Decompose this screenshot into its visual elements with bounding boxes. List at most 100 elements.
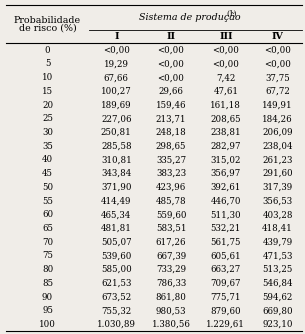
Text: 213,71: 213,71 [156,114,186,123]
Text: 149,91: 149,91 [262,101,293,110]
Text: 505,07: 505,07 [101,238,132,247]
Text: 227,06: 227,06 [101,114,131,123]
Text: 47,61: 47,61 [213,87,238,96]
Text: Sistema de produção: Sistema de produção [138,13,240,22]
Text: II: II [167,32,176,41]
Text: 30: 30 [42,128,53,137]
Text: 1.229,61: 1.229,61 [206,320,245,329]
Text: 298,65: 298,65 [156,142,186,151]
Text: 184,26: 184,26 [262,114,293,123]
Text: (1): (1) [227,10,237,18]
Text: 50: 50 [42,183,53,192]
Text: 291,60: 291,60 [262,169,293,178]
Text: 733,29: 733,29 [156,265,186,274]
Text: 371,90: 371,90 [101,183,131,192]
Text: <0,00: <0,00 [212,59,239,68]
Text: 775,71: 775,71 [210,293,241,302]
Text: 786,33: 786,33 [156,279,186,288]
Text: 513,25: 513,25 [262,265,293,274]
Text: IV: IV [272,32,283,41]
Text: 585,00: 585,00 [101,265,132,274]
Text: 35: 35 [42,142,53,151]
Text: <0,00: <0,00 [158,59,185,68]
Text: 310,81: 310,81 [101,155,132,164]
Text: 335,27: 335,27 [156,155,186,164]
Text: 861,80: 861,80 [156,293,186,302]
Text: 7,42: 7,42 [216,73,235,82]
Text: 709,67: 709,67 [210,279,241,288]
Text: 439,79: 439,79 [262,238,293,247]
Text: 539,60: 539,60 [101,252,131,261]
Text: 80: 80 [42,265,53,274]
Text: 75: 75 [42,252,53,261]
Text: 673,52: 673,52 [101,293,131,302]
Text: 669,80: 669,80 [262,306,293,315]
Text: 45: 45 [42,169,53,178]
Text: 605,61: 605,61 [210,252,241,261]
Text: 189,69: 189,69 [101,101,132,110]
Text: 10: 10 [42,73,53,82]
Text: 238,81: 238,81 [210,128,241,137]
Text: 356,97: 356,97 [211,169,241,178]
Text: 282,97: 282,97 [210,142,241,151]
Text: 5: 5 [45,59,50,68]
Text: Probabilidade: Probabilidade [14,16,81,25]
Text: 261,23: 261,23 [262,155,293,164]
Text: <0,00: <0,00 [158,46,185,55]
Text: 485,78: 485,78 [156,197,186,206]
Text: 561,75: 561,75 [210,238,241,247]
Text: 343,84: 343,84 [101,169,131,178]
Text: 1.030,89: 1.030,89 [97,320,136,329]
Text: 67,66: 67,66 [104,73,129,82]
Text: 481,81: 481,81 [101,224,132,233]
Text: <0,00: <0,00 [103,46,130,55]
Text: 238,04: 238,04 [262,142,293,151]
Text: 471,53: 471,53 [262,252,293,261]
Text: 37,75: 37,75 [265,73,290,82]
Text: 923,10: 923,10 [262,320,293,329]
Text: 511,30: 511,30 [210,210,241,219]
Text: 617,26: 617,26 [156,238,186,247]
Text: 248,18: 248,18 [156,128,186,137]
Text: de risco (%): de risco (%) [19,24,76,33]
Text: 67,72: 67,72 [265,87,290,96]
Text: 418,41: 418,41 [262,224,293,233]
Text: 0: 0 [45,46,50,55]
Text: 285,58: 285,58 [101,142,132,151]
Text: 100: 100 [39,320,56,329]
Text: 317,39: 317,39 [262,183,293,192]
Text: 161,18: 161,18 [210,101,241,110]
Text: 980,53: 980,53 [156,306,186,315]
Text: 755,32: 755,32 [101,306,131,315]
Text: 29,66: 29,66 [159,87,184,96]
Text: 546,84: 546,84 [262,279,293,288]
Text: 383,23: 383,23 [156,169,186,178]
Text: 403,28: 403,28 [262,210,293,219]
Text: 90: 90 [42,293,53,302]
Text: III: III [219,32,232,41]
Text: 423,96: 423,96 [156,183,186,192]
Text: 621,53: 621,53 [101,279,131,288]
Text: 356,53: 356,53 [263,197,292,206]
Text: 100,27: 100,27 [101,87,132,96]
Text: <0,00: <0,00 [264,59,291,68]
Text: 1.380,56: 1.380,56 [152,320,191,329]
Text: 15: 15 [42,87,53,96]
Text: <0,00: <0,00 [212,46,239,55]
Text: 60: 60 [42,210,53,219]
Text: 55: 55 [42,197,53,206]
Text: 663,27: 663,27 [211,265,241,274]
Text: 40: 40 [42,155,53,164]
Text: 414,49: 414,49 [101,197,131,206]
Text: 667,39: 667,39 [156,252,186,261]
Text: 559,60: 559,60 [156,210,186,219]
Text: 315,02: 315,02 [210,155,241,164]
Text: 250,81: 250,81 [101,128,132,137]
Text: 85: 85 [42,279,53,288]
Text: I: I [114,32,119,41]
Text: 465,34: 465,34 [101,210,131,219]
Text: <0,00: <0,00 [264,46,291,55]
Text: 879,60: 879,60 [210,306,241,315]
Text: 70: 70 [42,238,53,247]
Text: 65: 65 [42,224,53,233]
